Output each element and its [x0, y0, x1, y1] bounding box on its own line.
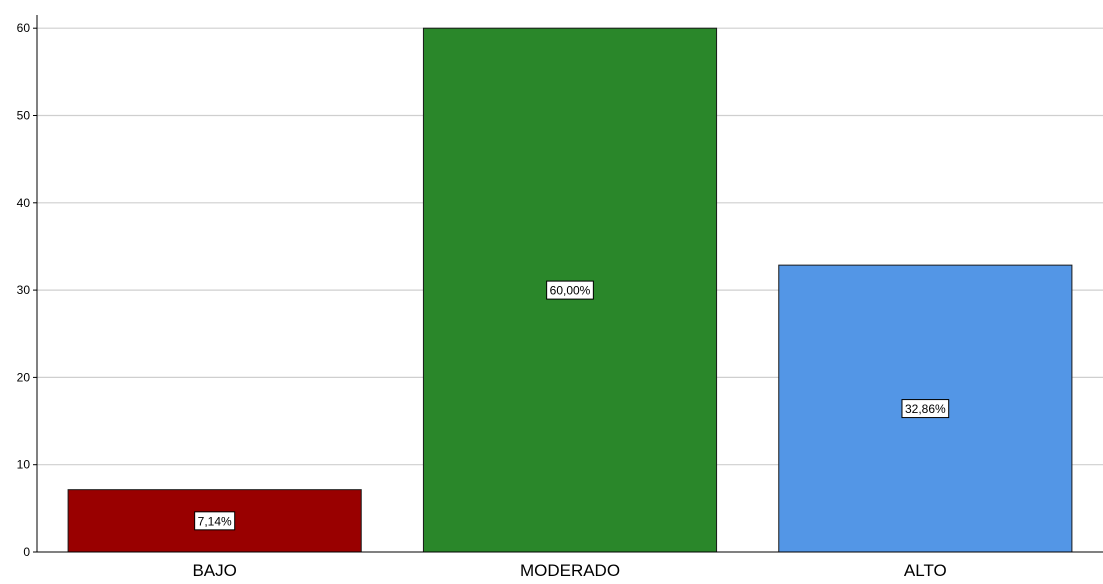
data-label-alto: 32,86%: [901, 399, 950, 419]
category-label: MODERADO: [520, 561, 620, 580]
axes: [36, 15, 1103, 553]
y-tick-label: 0: [23, 545, 30, 559]
y-tick-label: 30: [17, 283, 31, 297]
data-labels: 7,14% 60,00% 32,86%: [194, 280, 950, 531]
data-label-moderado: 60,00%: [546, 280, 594, 300]
y-tick-label: 50: [17, 109, 31, 123]
data-label-text: 32,86%: [905, 402, 946, 416]
data-label-text: 7,14%: [198, 514, 232, 528]
y-tick-label: 10: [17, 458, 31, 472]
y-tick-label: 20: [17, 370, 31, 384]
y-tick-label: 40: [17, 196, 31, 210]
data-label-box: [546, 280, 594, 300]
category-label: BAJO: [192, 561, 236, 580]
data-label-text: 60,00%: [550, 284, 591, 298]
data-label-box: [901, 399, 950, 419]
y-tick-labels: 0 10 20 30 40 50 60: [17, 21, 37, 559]
y-tick-label: 60: [17, 21, 31, 35]
category-label: ALTO: [904, 561, 947, 580]
data-label-bajo: 7,14%: [194, 511, 236, 531]
data-label-box: [194, 511, 236, 531]
category-labels: BAJO MODERADO ALTO: [192, 561, 946, 580]
